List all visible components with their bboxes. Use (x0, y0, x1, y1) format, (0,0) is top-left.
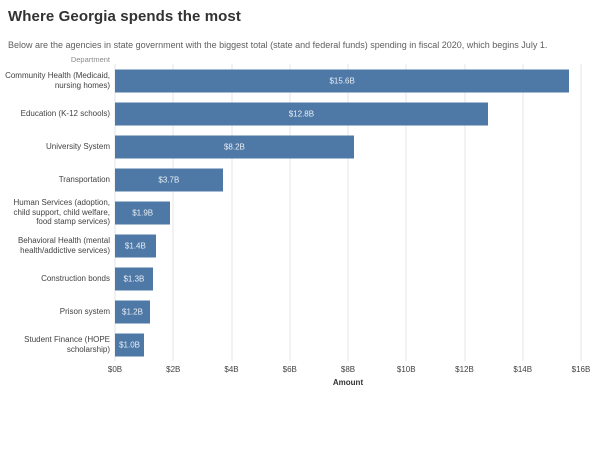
bar-value-label: $3.7B (158, 175, 180, 184)
chart-row: Construction bonds $1.3B (0, 262, 600, 295)
category-label: Human Services (adoption, child support,… (13, 198, 111, 227)
bar-value-label: $8.2B (223, 142, 245, 151)
bar-1[interactable]: $15.6B (115, 69, 570, 92)
chart-row: Community Health (Medicaid, nursing home… (0, 64, 600, 97)
bar-value-label: $1.9B (132, 208, 154, 217)
category-label: Education (K-12 schools) (20, 108, 110, 118)
gridline (347, 64, 349, 361)
chart-row: Prison system $1.2B (0, 295, 600, 328)
bar-8[interactable]: $1.2B (115, 300, 150, 323)
gridline (580, 64, 582, 361)
x-tick-label: $16B (571, 365, 591, 374)
bar-track: $15.6B (115, 64, 581, 97)
chart-row: University System $8.2B (0, 130, 600, 163)
x-tick-label: $12B (455, 365, 474, 374)
gridline (464, 64, 465, 361)
bar-track: $1.3B (115, 262, 581, 295)
chart-title: Where Georgia spends the most (8, 8, 241, 25)
category-label: Construction bonds (41, 273, 110, 283)
bar-value-label: $1.4B (124, 241, 146, 250)
bar-track: $1.0B (115, 328, 581, 361)
bar-track: $12.8B (115, 97, 581, 130)
gridline (289, 64, 291, 361)
bar-value-label: $15.6B (329, 76, 355, 85)
bar-track: $1.4B (115, 229, 581, 262)
gridline (231, 64, 232, 361)
bar-track: $1.9B (115, 196, 581, 229)
bar-track: $1.2B (115, 295, 581, 328)
x-tick-label: $8B (340, 365, 356, 374)
x-axis-title: Amount (332, 378, 364, 387)
category-label: Prison system (59, 306, 110, 316)
bar-7[interactable]: $1.3B (115, 267, 153, 290)
bar-9[interactable]: $1.0B (115, 333, 145, 356)
bar-3[interactable]: $8.2B (115, 135, 354, 158)
category-label: Student Finance (HOPE scholarship) (24, 334, 110, 354)
bar-value-label: $1.3B (123, 274, 145, 283)
bar-track: $8.2B (115, 130, 581, 163)
gridline (172, 64, 174, 361)
bar-2[interactable]: $12.8B (115, 102, 488, 125)
category-label: Transportation (58, 174, 110, 184)
bar-6[interactable]: $1.4B (115, 234, 156, 257)
x-tick-label: $14B (513, 365, 533, 374)
bar-value-label: $12.8B (288, 109, 315, 118)
gridline (522, 64, 524, 361)
chart-row: Human Services (adoption, child support,… (0, 196, 600, 229)
x-tick-label: $0B (107, 365, 123, 374)
x-tick-label: $6B (282, 365, 297, 374)
x-tick-label: $10B (396, 365, 416, 374)
category-label: Behavioral Health (mental health/addicti… (17, 235, 110, 255)
bar-value-label: $1.2B (122, 307, 143, 316)
x-axis: $0B $2B $4B $6B $8B $10B $12B $14B $16B (108, 365, 590, 376)
bar-4[interactable]: $3.7B (115, 168, 223, 191)
chart-subtitle: Below are the agencies in state governme… (8, 40, 548, 50)
bar-value-label: $1.0B (119, 340, 141, 349)
chart-row: Transportation $3.7B (0, 163, 600, 196)
category-label: Community Health (Medicaid, nursing home… (5, 70, 110, 90)
bar-track: $3.7B (115, 163, 581, 196)
chart-row: Behavioral Health (mental health/addicti… (0, 229, 600, 262)
chart-row: Education (K-12 schools) $12.8B (0, 97, 600, 130)
x-tick-label: $2B (166, 365, 181, 374)
bar-chart: Community Health (Medicaid, nursing home… (0, 64, 600, 361)
department-column-header: Department (70, 55, 110, 64)
x-tick-label: $4B (224, 365, 239, 374)
chart-row: Student Finance (HOPE scholarship) $1.0B (0, 328, 600, 361)
gridline (405, 64, 407, 361)
category-label: University System (45, 141, 110, 151)
bar-5[interactable]: $1.9B (115, 201, 171, 224)
